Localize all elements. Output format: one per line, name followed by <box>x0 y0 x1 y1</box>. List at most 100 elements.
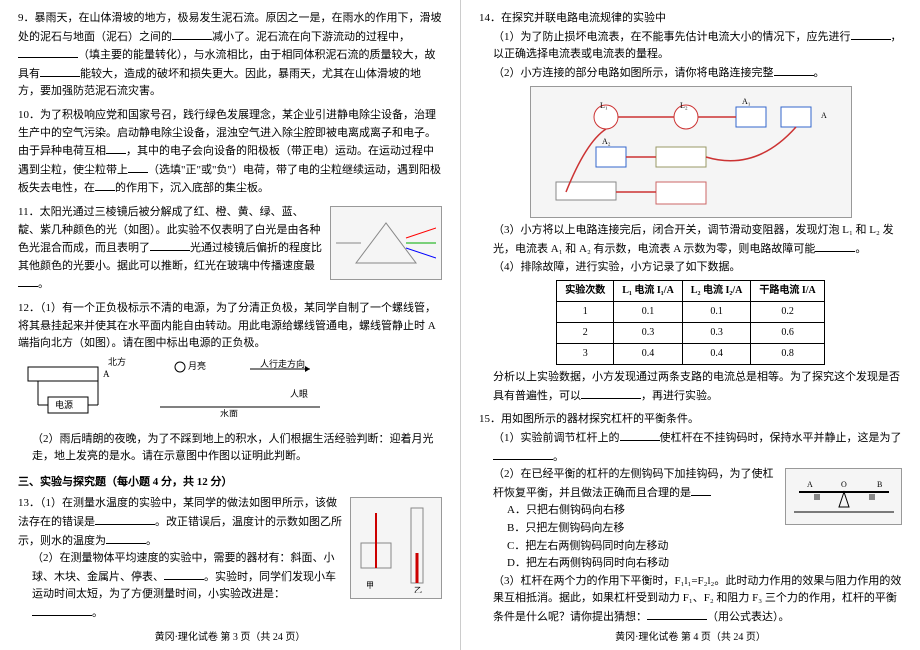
blank <box>18 46 78 58</box>
question-13: 甲 乙 13．（1）在测量水温度的实验中，某同学的做法如图甲所示，该做法存在的错… <box>18 495 442 622</box>
th: L₂ 电流 I₂/A <box>682 281 751 302</box>
prism-icon <box>336 213 436 273</box>
moon-icon: 月亮 人行走方向 人眼 水面 <box>160 357 320 417</box>
blank <box>815 240 855 252</box>
td: 0.3 <box>682 323 751 344</box>
q-text: （1）实验前调节杠杆上的 <box>493 432 620 444</box>
q-text: 减小了。泥石流在向下游流动的过程中， <box>212 31 410 43</box>
td: 0.1 <box>614 302 683 323</box>
td: 0.4 <box>614 344 683 365</box>
moon-figure: 月亮 人行走方向 人眼 水面 <box>160 357 320 417</box>
blank <box>620 429 660 441</box>
thermo-icon: 甲 乙 <box>356 503 436 593</box>
q-text: 的作用下，沉入底部的集尘板。 <box>115 182 269 194</box>
q-num: 15． <box>479 413 501 425</box>
blank <box>851 28 891 40</box>
q15-sub1: （1）实验前调节杠杆上的 使杠杆在不挂钩码时，保持水平并静止，这是为了。 <box>479 429 902 466</box>
q-text: 使杠杆在不挂钩码时，保持水平并静止，这是为了 <box>660 432 902 444</box>
q-text: 在探究并联电路电流规律的实验中 <box>501 12 666 24</box>
td: 0.1 <box>682 302 751 323</box>
choice-c: C．把左右两侧钩码同时向左移动 <box>479 538 902 556</box>
blank <box>647 608 707 620</box>
svg-text:A₁: A₁ <box>742 97 751 106</box>
q-num: 12． <box>18 302 40 314</box>
svg-text:甲: 甲 <box>366 581 374 590</box>
q-text: （2）雨后晴朗的夜晚，为了不踩到地上的积水，人们根据生活经验判断：迎着月光走，地… <box>32 433 434 463</box>
blank <box>40 65 80 77</box>
blank <box>172 28 212 40</box>
coil-figure: A 北方 电源 <box>18 357 148 427</box>
th: 干路电流 I/A <box>751 281 824 302</box>
q-text: 。 <box>38 278 49 290</box>
q-text: 。 <box>146 535 157 547</box>
walk-label: 人行走方向 <box>260 358 305 369</box>
svg-text:乙: 乙 <box>414 586 422 593</box>
blank <box>581 387 641 399</box>
coil-icon: A 北方 电源 <box>18 357 148 427</box>
q-text: （2）在已经平衡的杠杆的左侧钩码下加挂钩码，为了使杠杆恢复平衡，并且做法正确而且… <box>493 468 774 499</box>
q-num: 9． <box>18 12 35 24</box>
q-num: 10． <box>18 109 40 121</box>
svg-text:O: O <box>841 480 847 489</box>
q-num: 11． <box>18 206 40 218</box>
table-row: 3 0.4 0.4 0.8 <box>557 344 825 365</box>
blank <box>106 142 126 154</box>
blank <box>691 484 711 496</box>
water-label: 水面 <box>220 408 238 417</box>
td: 0.8 <box>751 344 824 365</box>
north-label: 北方 <box>108 357 126 367</box>
circuit-icon: L₁ L₂ A₁ A A₂ <box>536 92 846 212</box>
q-text: （1）为了防止损坏电流表，在不能事先估计电流大小的情况下，应先进行 <box>493 31 851 43</box>
table-row: 2 0.3 0.3 0.6 <box>557 323 825 344</box>
td: 2 <box>557 323 614 344</box>
q-text: （用公式表达）。 <box>707 611 790 623</box>
svg-text:A: A <box>103 369 110 379</box>
q-text: （1）有一个正负极标示不清的电源，为了分清正负极，某同学自制了一个螺线管，将其悬… <box>18 302 436 349</box>
choice-d: D．把左右两侧钩码同时向右移动 <box>479 555 902 573</box>
blank <box>95 513 155 525</box>
q-text: 。 <box>553 451 564 463</box>
td: 1 <box>557 302 614 323</box>
section-3-title: 三、实验与探究题（每小题 4 分，共 12 分） <box>18 474 442 492</box>
td: 0.4 <box>682 344 751 365</box>
td: 0.6 <box>751 323 824 344</box>
blank <box>493 448 553 460</box>
td: 0.3 <box>614 323 683 344</box>
th: L₁ 电流 I₁/A <box>614 281 683 302</box>
blank <box>18 275 38 287</box>
q-text: （4）排除故障，进行实验，小方记录了如下数据。 <box>493 261 741 273</box>
footer-left: 黄冈·理化试卷 第 3 页（共 24 页） <box>0 630 460 646</box>
th: 实验次数 <box>557 281 614 302</box>
svg-text:A₂: A₂ <box>602 137 611 146</box>
question-10: 10．为了积极响应党和国家号召，践行绿色发展理念，某企业引进静电除尘设备，治理生… <box>18 107 442 198</box>
question-14: 14．在探究并联电路电流规律的实验中 （1）为了防止损坏电流表，在不能事先估计电… <box>479 10 902 405</box>
eye-label: 人眼 <box>290 389 308 399</box>
svg-text:A: A <box>821 111 827 120</box>
blank <box>150 239 190 251</box>
lever-figure: A O B <box>785 468 902 525</box>
footer-right: 黄冈·理化试卷 第 4 页（共 24 页） <box>461 630 920 646</box>
blank <box>128 161 148 173</box>
question-11: 11．太阳光通过三棱镜后被分解成了红、橙、黄、绿、蓝、靛、紫几种颜色的光（如图）… <box>18 204 442 294</box>
page-right: 14．在探究并联电路电流规律的实验中 （1）为了防止损坏电流表，在不能事先估计电… <box>460 0 920 650</box>
q15-sub3: （3）杠杆在两个力的作用下平衡时，F₁l₁=F₂l₂。此时动力作用的效果与阻力作… <box>479 573 902 627</box>
svg-text:L₂: L₂ <box>680 101 688 110</box>
table-row: 1 0.1 0.1 0.2 <box>557 302 825 323</box>
q14-sub4: （4）排除故障，进行实验，小方记录了如下数据。 <box>479 259 902 277</box>
q14-sub2: （2）小方连接的部分电路如图所示，请你将电路连接完整。 <box>479 64 902 83</box>
q-text: 用如图所示的器材探究杠杆的平衡条件。 <box>501 413 699 425</box>
q-text: 。 <box>92 607 103 619</box>
q14-end: 分析以上实验数据，小方发现通过两条支路的电流总是相等。为了探究这个发现是否具有普… <box>479 369 902 405</box>
q14-sub3: （3）小方将以上电路连接完后，闭合开关，调节滑动变阻器，发现灯泡 L₁ 和 L₂… <box>479 222 902 258</box>
blank <box>164 568 204 580</box>
svg-text:A: A <box>807 480 813 489</box>
svg-text:L₁: L₁ <box>600 101 608 110</box>
td: 3 <box>557 344 614 365</box>
q14-sub1: （1）为了防止损坏电流表，在不能事先估计电流大小的情况下，应先进行，以正确选择电… <box>479 28 902 64</box>
q12-sub2: （2）雨后晴朗的夜晚，为了不踩到地上的积水，人们根据生活经验判断：迎着月光走，地… <box>18 431 442 466</box>
q12-figs: A 北方 电源 月亮 人行走方向 人眼 <box>18 357 442 427</box>
q-num: 14． <box>479 12 501 24</box>
prism-figure <box>330 206 442 280</box>
thermo-figure: 甲 乙 <box>350 497 442 599</box>
circuit-figure: L₁ L₂ A₁ A A₂ <box>530 86 852 218</box>
